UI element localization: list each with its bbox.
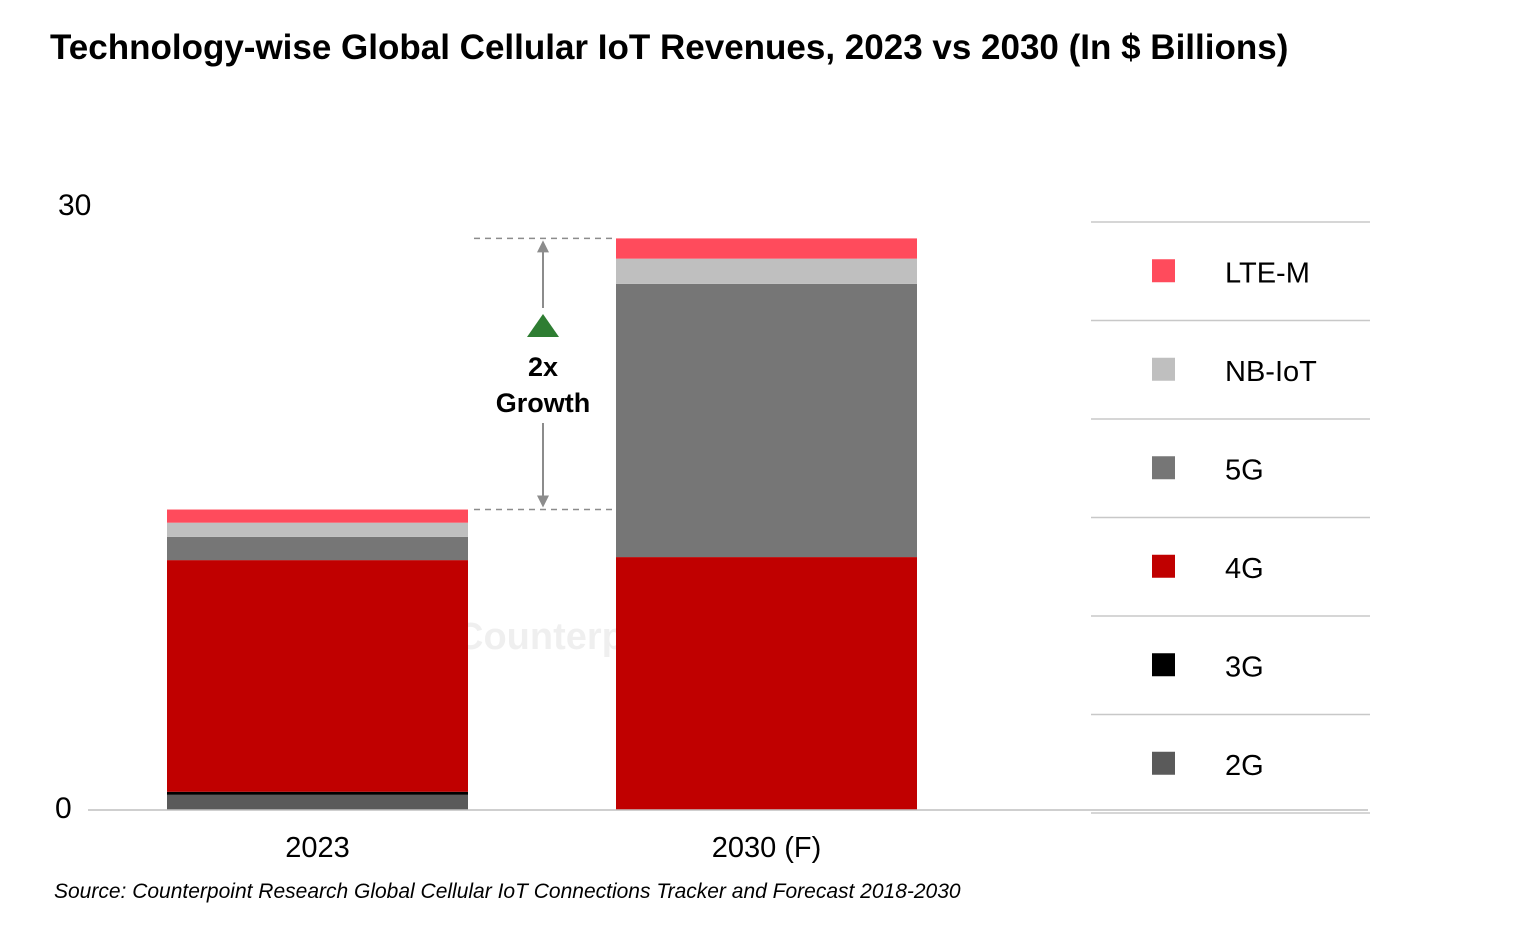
arrow-up-icon [537,240,549,253]
legend-swatch-4g [1152,554,1175,578]
category-labels: 2023 2030 (F) [285,832,821,864]
legend-label-2g: 2G [1225,750,1264,782]
legend-label-3g: 3G [1225,651,1264,683]
arrow-down-icon [537,495,549,508]
legend-label-lte-m: LTE-M [1225,257,1310,289]
legend-label-nb-iot: NB-IoT [1225,356,1317,388]
y-tick-label-max: 30 [58,189,91,222]
bar-segment-lte-m-2023 [167,509,468,523]
bar-segment-nb-iot-2023 [167,522,468,537]
legend-label-4g: 4G [1225,553,1264,585]
legend-swatch-nb-iot [1152,357,1175,381]
legend: LTE-M NB-IoT 5G 4G 3G 2G [1091,221,1370,814]
legend-swatch-2g [1152,751,1175,775]
growth-label-text: Growth [496,388,591,418]
bar-segment-3g-2023 [167,791,468,795]
bar-segment-4g-2030F [616,557,917,810]
chart-title: Technology-wise Global Cellular IoT Reve… [50,28,1289,67]
growth-triangle-icon [527,314,559,337]
legend-swatch-lte-m [1152,259,1175,283]
bar-segment-4g-2023 [167,560,468,792]
bar-segment-5g-2030F [616,283,917,558]
x-tick-label: 2023 [285,832,350,864]
legend-swatch-5g [1152,456,1175,480]
x-tick-label: 2030 (F) [712,832,822,864]
source-note: Source: Counterpoint Research Global Cel… [54,880,961,903]
growth-label-multiplier: 2x [528,352,558,382]
legend-label-5g: 5G [1225,454,1264,486]
bar-segment-nb-iot-2030F [616,258,917,284]
bar-segment-2g-2023 [167,794,468,810]
y-tick-label-min: 0 [55,792,72,825]
legend-swatch-3g [1152,653,1175,677]
bars-group [167,238,917,810]
bar-segment-lte-m-2030F [616,238,917,259]
growth-annotation: 2x Growth [474,237,614,511]
bar-segment-5g-2023 [167,536,468,561]
